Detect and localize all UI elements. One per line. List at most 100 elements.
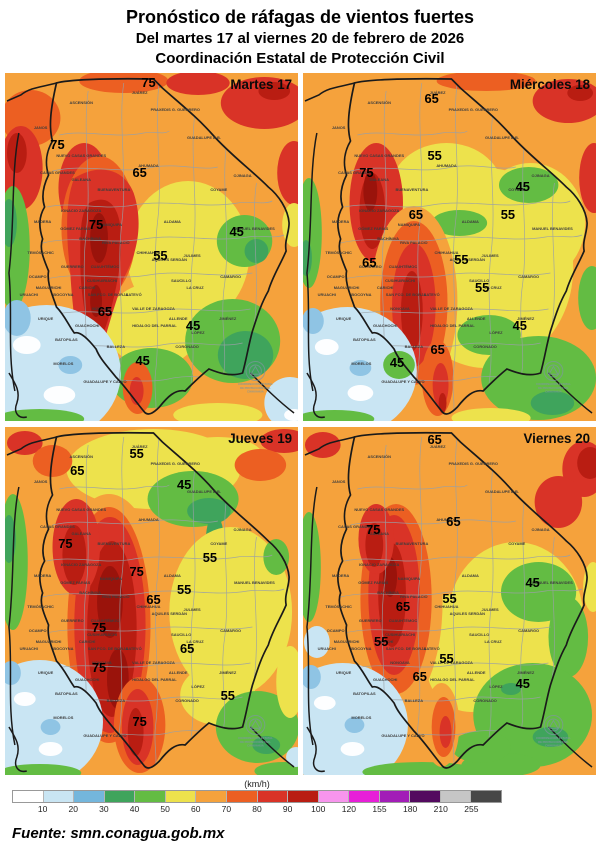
municipality-label: JUÁREZ (430, 444, 446, 449)
watermark-text: COORDINACIÓN ESTATAL (536, 381, 571, 386)
municipality-label: URUACHI (318, 646, 336, 651)
wind-speed-value: 65 (413, 669, 427, 684)
municipality-label: URUACHI (20, 646, 38, 651)
municipality-label: GALEANA (71, 177, 91, 182)
municipality-label: PRAXEDIS G. GUERRERO (151, 107, 200, 112)
municipality-label: MAGUARICHI (334, 285, 360, 290)
watermark-text: DE PROTECCIÓN CIVIL (538, 385, 569, 390)
source-attribution: Fuente: smn.conagua.gob.mx (12, 825, 225, 843)
municipality-label: MORELOS (53, 361, 73, 366)
municipality-label: OCAMPO (29, 628, 47, 633)
municipality-label: GALEANA (369, 531, 389, 536)
municipality-label: MADERA (34, 573, 51, 578)
municipality-label: JANOS (332, 125, 346, 130)
legend-unit-label: (km/h) (244, 779, 270, 790)
watermark-text: DE PROTECCIÓN CIVIL (240, 739, 271, 744)
municipality-label: GALEANA (71, 531, 91, 536)
municipality-label: TEMÓSACHIC (27, 250, 54, 255)
wind-speed-value: 55 (442, 591, 456, 606)
municipality-label: MANUEL BENAVIDES (234, 580, 275, 585)
municipality-label: CUAUHTÉMOC (91, 264, 120, 269)
wind-speed-value: 65 (430, 342, 444, 357)
municipality-label: GALEANA (369, 177, 389, 182)
legend-tick-label: 40 (129, 804, 140, 815)
municipality-label: AQUILES SERDÁN (450, 611, 485, 616)
map-labels: ASCENSIÓN JANOS JUÁREZ PRAXEDIS G. GUERRERO… (20, 75, 292, 394)
wind-gust-map-miercoles-18: ASCENSIÓN JANOS JUÁREZ PRAXEDIS G. GUERRERO… (303, 73, 596, 422)
municipality-label: ALLENDE (467, 316, 486, 321)
municipality-label: JIMÉNEZ (219, 670, 237, 675)
legend-tick-label: 50 (160, 804, 170, 815)
wind-speed-value: 65 (362, 255, 376, 270)
page-subtitle-agency: Coordinación Estatal de Protección Civil (155, 49, 445, 67)
municipality-label: LÓPEZ (489, 330, 503, 335)
municipality-label: GUACHOCHI (373, 677, 397, 682)
watermark-text: COORDINACIÓN ESTATAL (238, 735, 273, 740)
municipality-label: JUÁREZ (430, 90, 446, 95)
map-labels: ASCENSIÓN JANOS JUÁREZ PRAXEDIS G. GUERRERO… (318, 431, 590, 748)
municipality-label: GUADALUPE D.B. (187, 135, 221, 140)
municipality-label: MORELOS (351, 361, 371, 366)
page-title: Pronóstico de ráfagas de vientos fuertes (125, 7, 475, 27)
municipality-label: AHUMADA (138, 517, 159, 522)
municipality-label: BATOPILAS (55, 337, 78, 342)
municipality-label: SAUCILLO (171, 278, 191, 283)
municipality-label: NONOAVA (390, 306, 410, 311)
wind-speed-value: 55 (374, 634, 388, 649)
municipality-label: URIQUE (336, 670, 352, 675)
municipality-label: OCAMPO (327, 274, 345, 279)
municipality-label: BATOPILAS (353, 691, 376, 696)
municipality-label: CORONADO (473, 344, 496, 349)
municipality-label: BUENAVENTURA (97, 187, 130, 192)
municipality-label: BALLEZA (405, 344, 424, 349)
legend-color-cell (410, 791, 441, 803)
municipality-label: RIVA PALACIO (102, 594, 130, 599)
municipality-label: BOCOYNA (351, 292, 371, 297)
municipality-label: TEMÓSACHIC (325, 604, 352, 609)
municipality-label: HIDALGO DEL PARRAL (430, 677, 475, 682)
municipality-label: MADERA (332, 573, 349, 578)
municipality-label: GUADALUPE Y CALVO (83, 733, 126, 738)
municipality-label: SATEVÓ (126, 646, 142, 651)
wind-speed-value: 45 (525, 575, 539, 590)
municipality-label: HIDALGO DEL PARRAL (132, 323, 177, 328)
wind-speed-value: 65 (98, 304, 112, 319)
wind-speed-value: 65 (409, 207, 423, 222)
wind-speed-value: 45 (229, 224, 243, 239)
legend-color-cell (288, 791, 319, 803)
municipality-label: LÓPEZ (191, 684, 205, 689)
municipality-label: TEMÓSACHIC (27, 604, 54, 609)
municipality-label: SAN FCO. DE BORJA (88, 292, 128, 297)
wind-speed-value: 65 (428, 432, 442, 447)
municipality-label: SAUCILLO (469, 278, 489, 283)
municipality-label: CARICHÍ (377, 285, 394, 290)
municipality-label: NUEVO CASAS GRANDES (56, 153, 106, 158)
municipality-label: BALLEZA (107, 698, 126, 703)
legend-tick-label: 80 (252, 804, 262, 815)
municipality-label: OCAMPO (29, 274, 47, 279)
municipality-label: SAN FCO. DE BORJA (88, 646, 128, 651)
forecast-panel-miercoles-18: ASCENSIÓN JANOS JUÁREZ PRAXEDIS G. GUERRERO… (303, 73, 596, 422)
municipality-label: MANUEL BENAVIDES (532, 226, 573, 231)
legend-color-cell (165, 791, 197, 803)
legend-color-cell (349, 791, 380, 803)
wind-speed-value: 75 (359, 165, 373, 180)
wind-speed-value: 55 (454, 252, 468, 267)
watermark-text: COORDINACIÓN ESTATAL (238, 381, 273, 386)
map-color-field (303, 427, 596, 776)
municipality-label: IGNACIO ZARAGOZA (359, 562, 399, 567)
municipality-label: BOCOYNA (53, 646, 73, 651)
wind-speed-value: 45 (186, 318, 200, 333)
municipality-label: ALDAMA (164, 573, 181, 578)
report-header: Pronóstico de ráfagas de vientos fuertes… (0, 0, 600, 68)
municipality-label: GUADALUPE D.B. (485, 135, 519, 140)
municipality-label: MAGUARICHI (36, 285, 62, 290)
municipality-label: VALLE DE ZARAGOZA (430, 660, 473, 665)
municipality-label: NAMIQUIPA (100, 222, 122, 227)
municipality-label: GUERRERO (359, 264, 382, 269)
municipality-label: MANUEL BENAVIDES (532, 580, 573, 585)
municipality-label: GUACHOCHI (75, 323, 99, 328)
municipality-label: CAMARGO (518, 274, 539, 279)
legend-tick-label: 155 (372, 804, 387, 815)
municipality-label: AQUILES SERDÁN (152, 257, 187, 262)
